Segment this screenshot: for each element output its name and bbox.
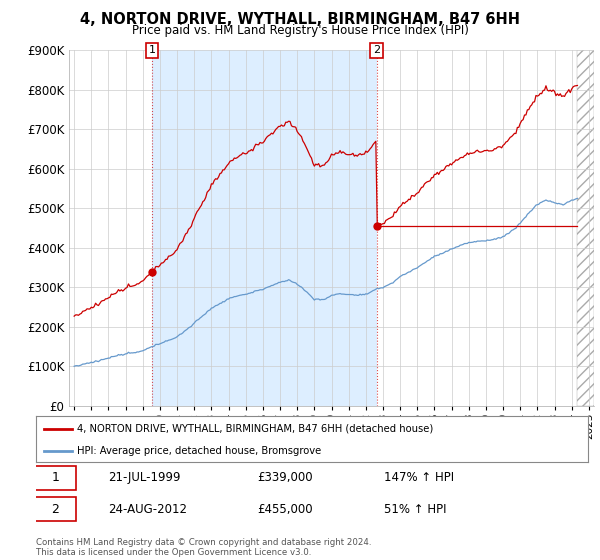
Text: £339,000: £339,000 bbox=[257, 471, 313, 484]
Text: 24-AUG-2012: 24-AUG-2012 bbox=[108, 502, 187, 516]
Text: 1: 1 bbox=[149, 45, 156, 55]
Bar bbox=[577, 50, 594, 406]
Text: 4, NORTON DRIVE, WYTHALL, BIRMINGHAM, B47 6HH (detached house): 4, NORTON DRIVE, WYTHALL, BIRMINGHAM, B4… bbox=[77, 424, 434, 434]
Text: 51% ↑ HPI: 51% ↑ HPI bbox=[384, 502, 446, 516]
Text: 147% ↑ HPI: 147% ↑ HPI bbox=[384, 471, 454, 484]
Text: 1: 1 bbox=[52, 471, 59, 484]
Bar bbox=[152, 50, 377, 406]
Text: Contains HM Land Registry data © Crown copyright and database right 2024.
This d: Contains HM Land Registry data © Crown c… bbox=[36, 538, 371, 557]
Text: 2: 2 bbox=[52, 502, 59, 516]
FancyBboxPatch shape bbox=[35, 465, 76, 490]
Text: 4, NORTON DRIVE, WYTHALL, BIRMINGHAM, B47 6HH: 4, NORTON DRIVE, WYTHALL, BIRMINGHAM, B4… bbox=[80, 12, 520, 27]
Text: 2: 2 bbox=[373, 45, 380, 55]
FancyBboxPatch shape bbox=[35, 497, 76, 521]
Text: 21-JUL-1999: 21-JUL-1999 bbox=[108, 471, 180, 484]
Text: HPI: Average price, detached house, Bromsgrove: HPI: Average price, detached house, Brom… bbox=[77, 446, 322, 455]
Text: Price paid vs. HM Land Registry's House Price Index (HPI): Price paid vs. HM Land Registry's House … bbox=[131, 24, 469, 36]
Text: £455,000: £455,000 bbox=[257, 502, 313, 516]
